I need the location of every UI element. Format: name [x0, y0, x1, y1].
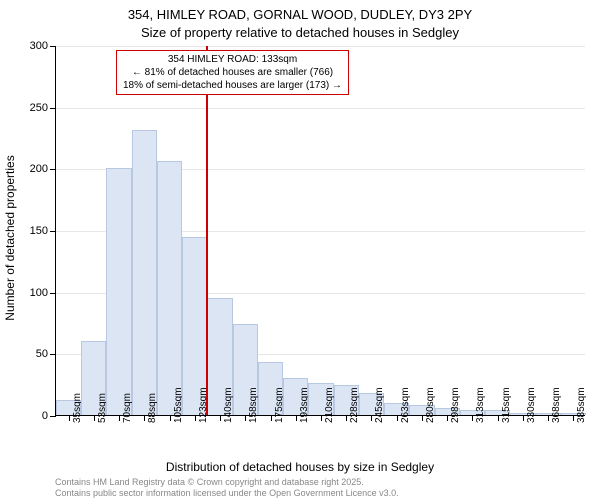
title-sub: Size of property relative to detached ho… — [0, 24, 600, 42]
y-axis-label: Number of detached properties — [3, 155, 17, 320]
x-tick — [346, 415, 347, 421]
x-tick-label: 315sqm — [501, 387, 512, 423]
x-tick — [271, 415, 272, 421]
x-tick — [498, 415, 499, 421]
x-tick — [170, 415, 171, 421]
y-tick-label: 150 — [30, 225, 56, 237]
x-tick — [119, 415, 120, 421]
x-tick-label: 280sqm — [425, 387, 436, 423]
x-tick-label: 313sqm — [475, 387, 486, 423]
chart-title: 354, HIMLEY ROAD, GORNAL WOOD, DUDLEY, D… — [0, 6, 600, 41]
x-tick — [422, 415, 423, 421]
y-tick-label: 250 — [30, 102, 56, 114]
plot-area: 05010015020025030035sqm53sqm70sqm88sqm10… — [55, 46, 585, 416]
y-tick-label: 50 — [36, 348, 56, 360]
y-tick-label: 200 — [30, 163, 56, 175]
gridline-h — [56, 46, 585, 47]
x-tick — [195, 415, 196, 421]
x-tick — [523, 415, 524, 421]
x-tick — [69, 415, 70, 421]
x-tick — [220, 415, 221, 421]
footer-attribution: Contains HM Land Registry data © Crown c… — [55, 477, 399, 498]
footer-line2: Contains public sector information licen… — [55, 488, 399, 498]
x-tick-label: 330sqm — [526, 387, 537, 423]
x-tick — [548, 415, 549, 421]
annotation-box: 354 HIMLEY ROAD: 133sqm← 81% of detached… — [116, 50, 349, 95]
x-tick-label: 368sqm — [551, 387, 562, 423]
y-tick-label: 0 — [42, 410, 56, 422]
title-main: 354, HIMLEY ROAD, GORNAL WOOD, DUDLEY, D… — [0, 6, 600, 24]
x-tick-label: 298sqm — [450, 387, 461, 423]
x-tick — [472, 415, 473, 421]
histogram-bar — [157, 161, 182, 415]
x-tick — [321, 415, 322, 421]
x-tick — [144, 415, 145, 421]
y-tick-label: 300 — [30, 40, 56, 52]
x-tick — [573, 415, 574, 421]
chart-container: 354, HIMLEY ROAD, GORNAL WOOD, DUDLEY, D… — [0, 0, 600, 500]
x-tick — [371, 415, 372, 421]
annotation-line1: 354 HIMLEY ROAD: 133sqm — [123, 53, 342, 66]
x-tick — [245, 415, 246, 421]
histogram-bar — [106, 168, 131, 415]
footer-line1: Contains HM Land Registry data © Crown c… — [55, 477, 399, 487]
annotation-line2: ← 81% of detached houses are smaller (76… — [123, 66, 342, 79]
x-tick-label: 385sqm — [576, 387, 587, 423]
x-tick — [296, 415, 297, 421]
gridline-h — [56, 108, 585, 109]
y-tick-label: 100 — [30, 287, 56, 299]
x-axis-label: Distribution of detached houses by size … — [0, 460, 600, 474]
x-tick — [397, 415, 398, 421]
marker-line — [206, 46, 208, 415]
x-tick — [94, 415, 95, 421]
annotation-line3: 18% of semi-detached houses are larger (… — [123, 79, 342, 92]
x-tick — [447, 415, 448, 421]
histogram-bar — [132, 130, 157, 415]
